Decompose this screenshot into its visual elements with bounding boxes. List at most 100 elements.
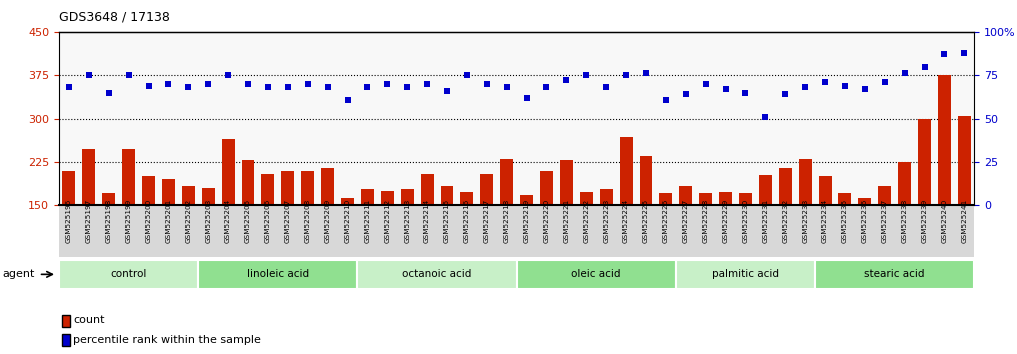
Point xyxy=(737,90,754,96)
Point xyxy=(558,78,575,83)
Point xyxy=(300,81,316,87)
Point xyxy=(916,64,933,69)
Bar xyxy=(401,189,414,205)
Point xyxy=(200,81,217,87)
Bar xyxy=(222,139,235,205)
Point xyxy=(956,50,972,56)
Point xyxy=(658,97,674,102)
Bar xyxy=(162,179,175,205)
Bar xyxy=(798,159,812,205)
Point xyxy=(280,85,296,90)
Bar xyxy=(700,193,712,205)
Bar xyxy=(879,186,891,205)
Bar xyxy=(719,192,732,205)
Point xyxy=(797,85,814,90)
Point xyxy=(399,85,415,90)
Bar xyxy=(759,175,772,205)
Point xyxy=(419,81,435,87)
Bar xyxy=(540,171,553,205)
Point xyxy=(80,73,97,78)
Text: control: control xyxy=(111,269,146,279)
Point xyxy=(598,85,614,90)
Text: palmitic acid: palmitic acid xyxy=(712,269,779,279)
Point xyxy=(618,73,635,78)
Text: agent: agent xyxy=(2,269,35,279)
Text: octanoic acid: octanoic acid xyxy=(403,269,472,279)
Bar xyxy=(321,168,334,205)
Bar xyxy=(122,149,135,205)
Point xyxy=(340,97,356,102)
Bar xyxy=(898,162,911,205)
Bar xyxy=(819,176,832,205)
Bar xyxy=(62,171,75,205)
Bar xyxy=(958,116,971,205)
Bar xyxy=(858,198,872,205)
Point xyxy=(856,86,873,92)
Point xyxy=(817,79,833,85)
Bar xyxy=(480,173,493,205)
Bar xyxy=(461,192,473,205)
Bar xyxy=(619,137,633,205)
Point xyxy=(538,85,554,90)
Bar xyxy=(938,75,951,205)
Bar xyxy=(440,186,454,205)
Point xyxy=(498,85,515,90)
Point xyxy=(120,73,136,78)
Point xyxy=(259,85,276,90)
Bar xyxy=(103,193,115,205)
Bar xyxy=(341,198,354,205)
Bar xyxy=(739,193,752,205)
Bar xyxy=(779,168,791,205)
Point xyxy=(777,91,793,97)
Bar xyxy=(640,156,653,205)
Point xyxy=(837,83,853,88)
Point xyxy=(638,71,654,76)
Point xyxy=(519,95,535,101)
Point xyxy=(61,85,77,90)
Bar xyxy=(282,171,294,205)
Bar xyxy=(242,160,254,205)
Bar xyxy=(201,188,215,205)
Point xyxy=(439,88,456,94)
Bar xyxy=(301,171,314,205)
Point xyxy=(578,73,594,78)
Point xyxy=(897,71,913,76)
Point xyxy=(877,79,893,85)
Text: oleic acid: oleic acid xyxy=(572,269,621,279)
Bar xyxy=(82,149,96,205)
Bar xyxy=(676,260,815,289)
Text: linoleic acid: linoleic acid xyxy=(247,269,309,279)
Point xyxy=(101,90,117,96)
Bar xyxy=(580,192,593,205)
Bar xyxy=(520,195,533,205)
Text: GDS3648 / 17138: GDS3648 / 17138 xyxy=(59,11,170,24)
Bar xyxy=(421,173,433,205)
Point xyxy=(140,83,157,88)
Point xyxy=(240,81,256,87)
Bar xyxy=(815,260,974,289)
Bar xyxy=(361,189,374,205)
Bar xyxy=(357,260,517,289)
Bar xyxy=(918,119,931,205)
Bar xyxy=(182,186,195,205)
Point xyxy=(379,81,396,87)
Bar xyxy=(659,193,672,205)
Point xyxy=(359,85,375,90)
Text: percentile rank within the sample: percentile rank within the sample xyxy=(73,335,261,345)
Point xyxy=(459,73,475,78)
Bar xyxy=(59,260,198,289)
Point xyxy=(717,86,733,92)
Bar xyxy=(600,189,612,205)
Point xyxy=(937,52,953,57)
Point xyxy=(758,114,774,120)
Bar xyxy=(838,193,851,205)
Bar xyxy=(380,191,394,205)
Bar xyxy=(142,176,155,205)
Point xyxy=(677,91,694,97)
Point xyxy=(479,81,495,87)
Text: count: count xyxy=(73,315,105,325)
Text: stearic acid: stearic acid xyxy=(864,269,924,279)
Point xyxy=(319,85,336,90)
Bar xyxy=(261,173,275,205)
Point xyxy=(180,85,196,90)
